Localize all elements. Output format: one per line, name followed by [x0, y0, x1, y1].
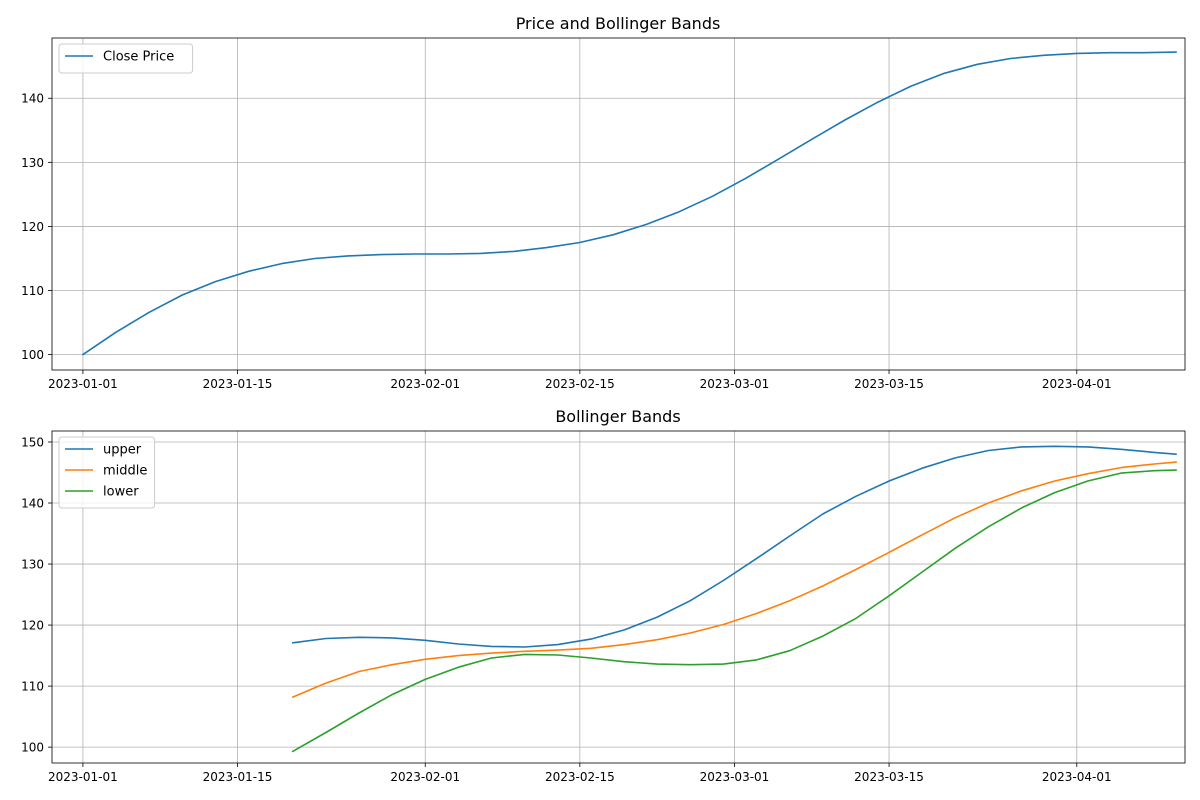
y-tick-label: 150: [21, 435, 44, 449]
legend-box: [58, 43, 194, 74]
x-tick-label: 2023-03-15: [854, 377, 924, 391]
legend: Close Price: [58, 43, 194, 74]
y-tick-label: 130: [21, 156, 44, 170]
gridlines: [52, 38, 1185, 370]
axes-frame: [51, 37, 1186, 371]
x-tick-label: 2023-02-15: [545, 377, 615, 391]
series-line-upper: [291, 445, 1177, 648]
legend-label: middle: [103, 464, 147, 479]
y-tick-label: 140: [21, 497, 44, 511]
y-tick-label: 110: [21, 680, 44, 694]
legend-label: upper: [103, 443, 142, 458]
x-tick-label: 2023-01-01: [48, 770, 118, 784]
series-line-lower: [291, 469, 1177, 753]
x-tick-label: 2023-02-01: [390, 770, 460, 784]
price-chart: Price and Bollinger Bands 2023-01-01 2023…: [21, 14, 1186, 391]
legend-label: lower: [103, 485, 139, 500]
x-tick-label: 2023-01-15: [203, 770, 273, 784]
legend: upper middle lower: [58, 436, 156, 509]
y-tick-label: 140: [21, 92, 44, 106]
chart-title: Bollinger Bands: [555, 407, 680, 426]
y-tick-label: 100: [21, 348, 44, 362]
y-tick-label: 130: [21, 558, 44, 572]
chart-title: Price and Bollinger Bands: [516, 14, 721, 33]
bollinger-chart: Bollinger Bands 2023-01-01 2023-01-15 2023…: [21, 407, 1186, 784]
legend-label: Close Price: [103, 50, 174, 65]
x-tick-label: 2023-03-15: [854, 770, 924, 784]
y-tick-label: 100: [21, 741, 44, 755]
series-line-middle: [291, 461, 1177, 698]
y-tick-label: 120: [21, 220, 44, 234]
x-tick-label: 2023-02-01: [390, 377, 460, 391]
x-tick-label: 2023-04-01: [1042, 770, 1112, 784]
y-tick-label: 120: [21, 619, 44, 633]
x-tick-label: 2023-03-01: [700, 770, 770, 784]
x-tick-label: 2023-01-15: [203, 377, 273, 391]
x-tick-label: 2023-01-01: [48, 377, 118, 391]
axes-frame: [51, 430, 1186, 764]
x-tick-label: 2023-03-01: [700, 377, 770, 391]
x-tick-label: 2023-04-01: [1042, 377, 1112, 391]
gridlines: [52, 431, 1185, 763]
x-tick-label: 2023-02-15: [545, 770, 615, 784]
series-line-close-price: [82, 51, 1177, 356]
y-tick-label: 110: [21, 284, 44, 298]
